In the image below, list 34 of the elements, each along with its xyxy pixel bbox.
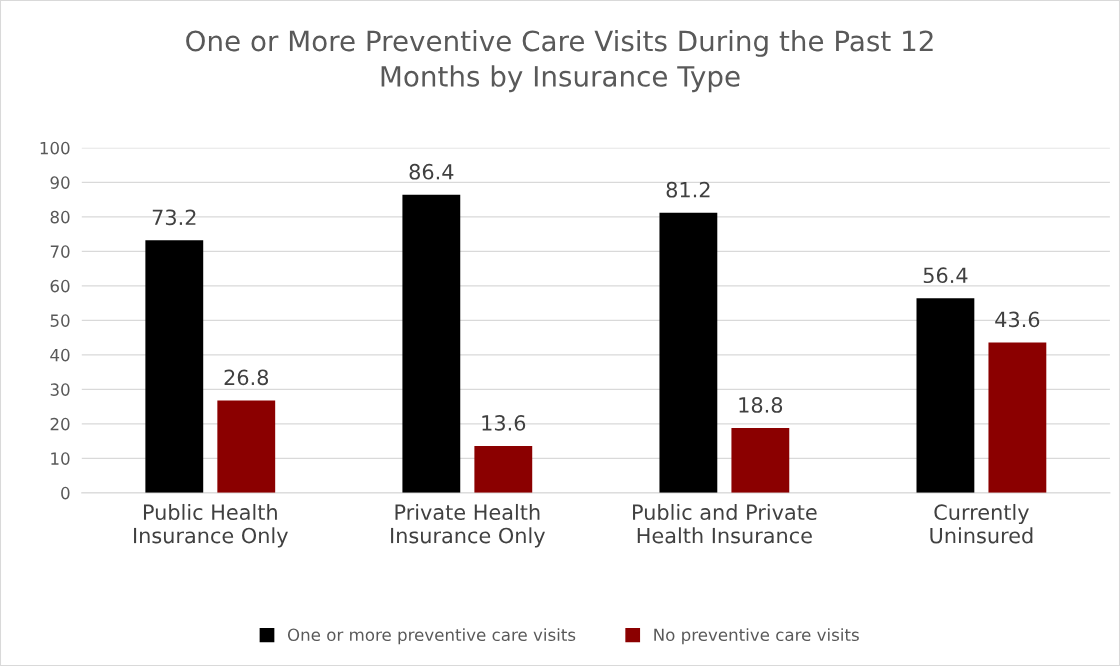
bar [659,212,718,493]
x-tick-label: Public and Private Health Insurance [633,503,817,544]
y-tick-label: 50 [50,314,70,327]
data-label: 56.4 [923,267,968,284]
x-tick-label: Private Health Insurance Only [391,503,545,548]
y-tick-label: 80 [50,210,70,224]
x-tick-label: Public Health Insurance Only [134,503,288,548]
data-label: 86.4 [409,163,454,180]
data-label: 18.8 [739,397,783,413]
bar [474,445,533,493]
chart-title: One or More Preventive Care Visits During the Past 12 Months by Insurance Type [186,29,933,93]
bar [402,194,461,493]
x-tick-label: Currently Uninsured [930,503,1033,544]
data-label: 73.2 [152,209,196,226]
y-tick-label: 20 [50,417,70,431]
y-tick-label: 30 [50,383,70,396]
bar [988,342,1047,493]
y-tick-label: 10 [51,452,70,465]
bar [145,240,204,493]
y-tick-label: 40 [50,348,70,362]
bar [916,298,975,493]
bar [731,427,790,493]
y-tick-label: 70 [50,245,70,258]
data-label: 43.6 [995,311,1040,328]
legend-label: One or more preventive care visits [287,628,576,645]
data-label: 81.2 [666,181,710,198]
data-label: 26.8 [224,369,269,386]
legend-label: No preventive care visits [654,628,859,645]
y-tick-label: 60 [50,279,70,293]
y-tick-label: 100 [40,141,70,155]
bar [217,400,276,493]
y-tick-label: 90 [50,176,70,189]
y-tick-label: 0 [61,486,70,500]
data-label: 13.6 [482,415,526,431]
